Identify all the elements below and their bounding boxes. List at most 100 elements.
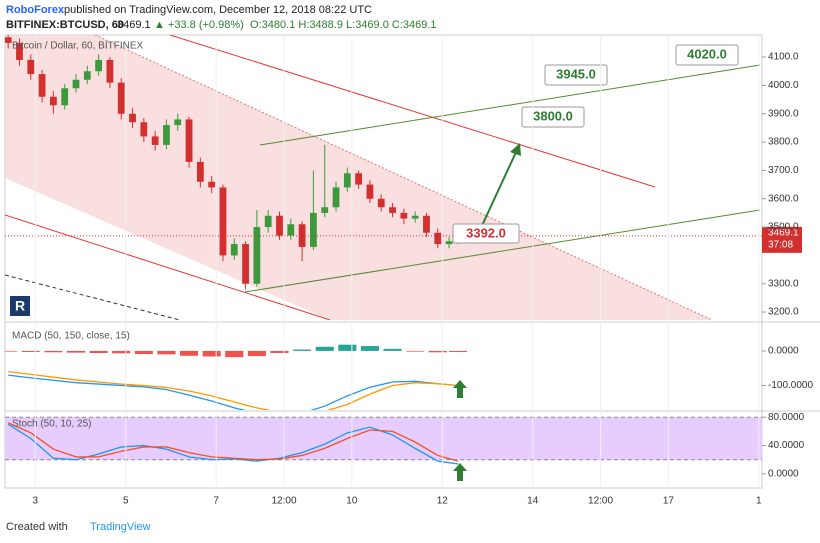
y-tick-label: 0.0000 bbox=[768, 468, 799, 479]
candle-body bbox=[445, 241, 453, 245]
drawings bbox=[5, 35, 761, 320]
candle-body bbox=[242, 244, 249, 284]
candle-body bbox=[185, 119, 193, 162]
last-price-label: 3469.1 bbox=[768, 227, 799, 238]
trend-line bbox=[5, 214, 331, 320]
indicator-line bbox=[8, 371, 459, 410]
change: ▲ +33.8 (+0.98%) bbox=[154, 19, 244, 31]
footer-created: Created with bbox=[6, 521, 68, 533]
x-tick-label: 5 bbox=[123, 496, 129, 507]
candle-body bbox=[423, 215, 430, 233]
x-tick-label: 17 bbox=[663, 496, 675, 507]
candle-body bbox=[27, 59, 35, 75]
histogram-bar bbox=[66, 350, 86, 353]
candle-body bbox=[163, 125, 170, 145]
histogram-bar bbox=[89, 350, 108, 353]
candle-body bbox=[355, 173, 363, 185]
candle-body bbox=[49, 96, 57, 106]
candle-body bbox=[389, 207, 396, 213]
indicator-line bbox=[7, 423, 459, 465]
pane-title: MACD (50, 150, close, 15) bbox=[12, 331, 130, 342]
candle-body bbox=[343, 173, 351, 188]
svg-text:R: R bbox=[15, 298, 25, 314]
candle-body bbox=[310, 212, 317, 247]
y-tick-label: 3600.0 bbox=[768, 193, 799, 204]
y-tick-label: 3800.0 bbox=[768, 137, 799, 148]
histogram-bar bbox=[270, 350, 289, 353]
candle-body bbox=[208, 181, 216, 188]
histogram-bar bbox=[247, 350, 266, 357]
candle-body bbox=[196, 161, 204, 182]
arrow bbox=[479, 149, 518, 231]
arrow-icon bbox=[453, 463, 467, 481]
x-tick-label: 12:00 bbox=[588, 496, 613, 507]
candle-body bbox=[151, 136, 159, 145]
countdown: 37:08 bbox=[768, 239, 793, 250]
x-tick-label: 10 bbox=[346, 496, 358, 507]
annotation: 3392.0 bbox=[466, 225, 506, 240]
y-tick-label: 40.0000 bbox=[768, 440, 805, 451]
trend-line bbox=[5, 274, 181, 320]
y-tick-label: 4100.0 bbox=[768, 52, 799, 63]
candle-body bbox=[377, 198, 385, 208]
candle-body bbox=[400, 212, 408, 219]
histogram-bar bbox=[225, 350, 244, 358]
candle-body bbox=[38, 74, 46, 97]
y-tick-label: 3200.0 bbox=[768, 307, 799, 318]
histogram-bar bbox=[406, 350, 425, 352]
annotation-box bbox=[544, 64, 608, 86]
pane-title: Bitcoin / Dollar, 60, BITFINEX bbox=[12, 41, 143, 52]
histogram-bar bbox=[44, 350, 63, 353]
publisher: RoboForex bbox=[6, 4, 65, 16]
y-tick-label: 0.0000 bbox=[768, 346, 799, 357]
candle-body bbox=[95, 59, 102, 72]
candle-body bbox=[287, 224, 295, 236]
y-tick-label: -100.0000 bbox=[768, 380, 813, 391]
stoch-band bbox=[5, 417, 762, 460]
candle-body bbox=[332, 187, 340, 208]
histogram-bar bbox=[293, 349, 312, 351]
arrow-icon bbox=[453, 380, 467, 398]
annotation-box bbox=[675, 44, 739, 66]
channel-edge bbox=[94, 35, 713, 320]
histogram-bar bbox=[134, 350, 153, 355]
logo: R bbox=[10, 296, 30, 316]
y-tick-label: 3900.0 bbox=[768, 108, 799, 119]
y-tick-label: 3300.0 bbox=[768, 278, 799, 289]
candle-body bbox=[366, 184, 374, 199]
histogram-bar bbox=[21, 350, 40, 352]
candle-body bbox=[411, 215, 419, 219]
y-tick-label: 3500.0 bbox=[768, 222, 799, 233]
histogram-bar bbox=[112, 350, 131, 354]
annotation-box bbox=[521, 106, 585, 128]
y-tick-label: 3700.0 bbox=[768, 165, 799, 176]
last-price-box bbox=[762, 226, 802, 253]
histogram-bar bbox=[360, 346, 379, 351]
x-tick-label: 14 bbox=[527, 496, 539, 507]
candle-body bbox=[72, 79, 80, 89]
candle-body bbox=[321, 207, 329, 213]
histogram-bar bbox=[383, 348, 402, 351]
ohlc: O:3480.1 H:3488.9 L:3469.0 C:3469.1 bbox=[250, 19, 437, 31]
trend-line bbox=[244, 209, 761, 293]
candle-body bbox=[276, 215, 283, 236]
candle-body bbox=[434, 232, 442, 245]
y-tick-label: 4000.0 bbox=[768, 80, 799, 91]
candle-body bbox=[83, 71, 91, 80]
histogram-bar bbox=[180, 350, 199, 356]
candle-body bbox=[140, 122, 148, 137]
trend-line bbox=[169, 35, 656, 188]
x-tick-label: 1 bbox=[756, 496, 762, 507]
trend-line bbox=[259, 64, 761, 146]
histogram-bar bbox=[157, 350, 176, 355]
histogram-bar bbox=[315, 346, 334, 351]
candle-body bbox=[219, 187, 227, 256]
candle-body bbox=[106, 59, 114, 83]
candle-body bbox=[174, 119, 182, 126]
candle-body bbox=[5, 37, 12, 43]
histogram-bar bbox=[202, 350, 221, 357]
footer-brand: TradingView bbox=[90, 521, 151, 533]
x-tick-label: 12 bbox=[437, 496, 449, 507]
candle-body bbox=[16, 42, 23, 60]
